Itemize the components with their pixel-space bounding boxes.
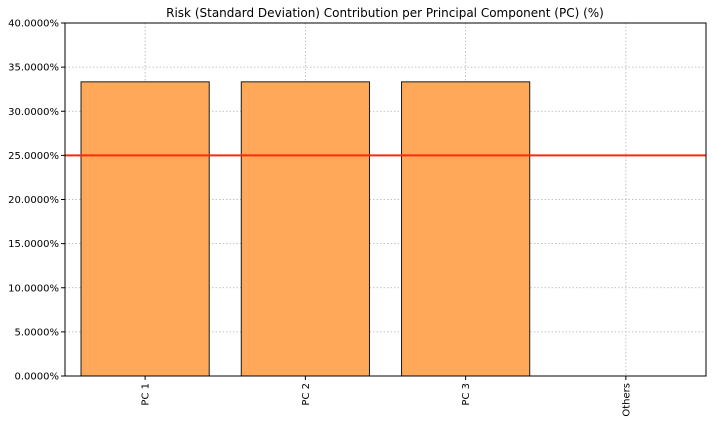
bar-pc-1 bbox=[80, 81, 210, 377]
y-tick-label: 30.0000% bbox=[8, 107, 59, 118]
y-tick-label: 25.0000% bbox=[8, 151, 59, 162]
y-tick-label: 10.0000% bbox=[8, 283, 59, 294]
y-tick-label: 40.0000% bbox=[8, 19, 59, 30]
x-tick-label: PC 3 bbox=[461, 383, 472, 406]
bar-pc-2 bbox=[240, 81, 370, 377]
y-tick-label: 15.0000% bbox=[8, 239, 59, 250]
y-tick-label: 35.0000% bbox=[8, 63, 59, 74]
y-tick-label: 5.0000% bbox=[15, 327, 60, 338]
x-axis-ticks: PC 1 PC 2 PC 3 Others bbox=[141, 376, 632, 417]
y-tick-label: 0.0000% bbox=[15, 372, 60, 383]
y-axis-ticks: 0.0000% 5.0000% 10.0000% 15.0000% 20.0000% 25… bbox=[8, 19, 65, 383]
chart-title: Risk (Standard Deviation) Contribution p… bbox=[166, 6, 604, 20]
x-tick-label: PC 2 bbox=[301, 383, 312, 406]
x-tick-label: PC 1 bbox=[141, 383, 152, 406]
bars bbox=[80, 81, 531, 377]
x-tick-label: Others bbox=[621, 383, 632, 417]
y-tick-label: 20.0000% bbox=[8, 195, 59, 206]
bar-pc-3 bbox=[401, 81, 531, 377]
